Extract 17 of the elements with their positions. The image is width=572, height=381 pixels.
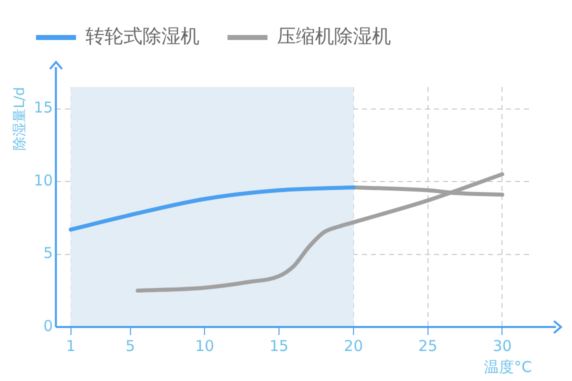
x-tick-label: 1 bbox=[66, 336, 76, 355]
y-tick-label: 10 bbox=[34, 171, 53, 190]
y-tick-label: 15 bbox=[34, 98, 53, 117]
x-tick-label: 10 bbox=[195, 336, 214, 355]
x-tick-label: 15 bbox=[270, 336, 289, 355]
legend-label: 转轮式除湿机 bbox=[86, 25, 200, 48]
x-tick-label: 25 bbox=[418, 336, 438, 355]
y-axis-title: 除湿量L/d bbox=[12, 87, 28, 150]
x-tick-label: 5 bbox=[126, 336, 136, 355]
x-axis-title: 温度°C bbox=[484, 358, 532, 376]
line-series bbox=[136, 172, 504, 293]
x-tick-label: 30 bbox=[492, 336, 512, 355]
x-tick-label: 20 bbox=[344, 336, 364, 355]
legend-label: 压缩机除湿机 bbox=[277, 25, 391, 48]
line-series bbox=[68, 185, 356, 232]
y-tick-label: 5 bbox=[43, 244, 53, 262]
y-tick-label: 0 bbox=[43, 316, 53, 335]
